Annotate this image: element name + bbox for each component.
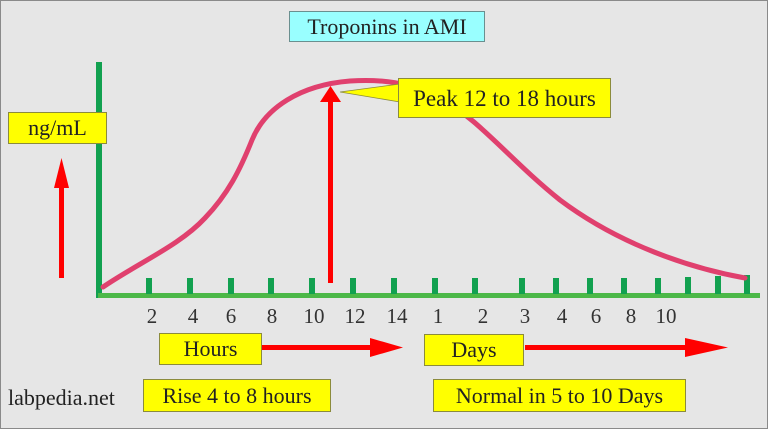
y-direction-arrow: [54, 158, 69, 278]
tick-label: 6: [590, 304, 602, 328]
days-label: Days: [424, 334, 524, 366]
callout-pointer: [339, 83, 401, 103]
tick-label: 1: [432, 304, 444, 328]
tick-label: 10: [655, 304, 677, 328]
troponin-curve: [100, 77, 748, 290]
y-axis: [96, 62, 102, 298]
hours-arrow: [262, 338, 403, 357]
diagram-title: Troponins in AMI: [289, 11, 485, 42]
peak-callout: Peak 12 to 18 hours: [398, 78, 611, 118]
rise-label: Rise 4 to 8 hours: [143, 379, 331, 412]
tick-label: 2: [477, 304, 489, 328]
tick-label: 4: [556, 304, 568, 328]
tick-label: 8: [625, 304, 637, 328]
tick-label: 4: [187, 304, 199, 328]
tick-label: 3: [519, 304, 531, 328]
tick-label: 14: [386, 304, 408, 328]
y-axis-label: ng/mL: [8, 112, 107, 144]
tick-label: 6: [225, 304, 237, 328]
hours-label: Hours: [159, 333, 262, 365]
tick-label: 12: [344, 304, 366, 328]
x-axis-ticks: [146, 275, 750, 294]
tick-label: 2: [146, 304, 158, 328]
x-axis: [98, 293, 760, 298]
watermark: labpedia.net: [8, 385, 115, 410]
peak-arrow: [320, 86, 341, 283]
days-arrow: [525, 338, 728, 357]
tick-label: 10: [303, 304, 325, 328]
tick-label: 8: [266, 304, 278, 328]
normal-label: Normal in 5 to 10 Days: [433, 379, 686, 412]
